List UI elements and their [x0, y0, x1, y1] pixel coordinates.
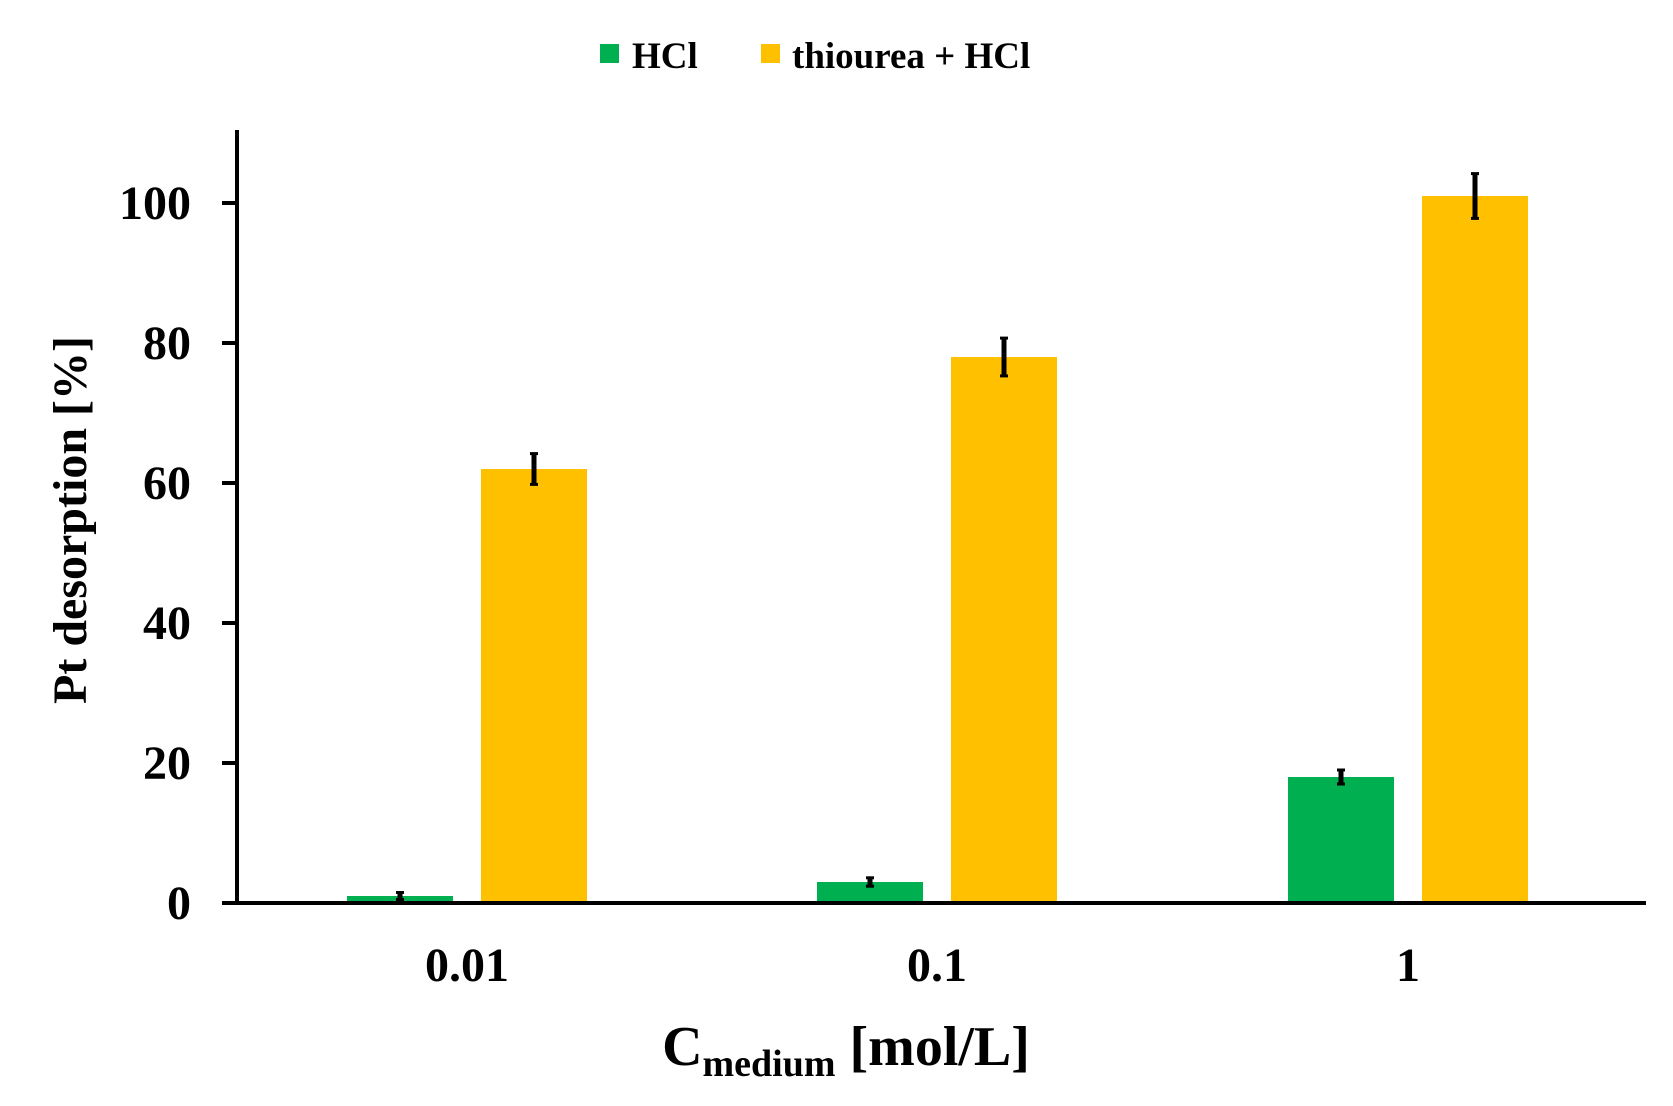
y-tick-label-80: 80 [143, 317, 191, 370]
y-axis-label: Pt desorption [%] [44, 336, 97, 704]
plot-area: 0 20 40 60 80 100 0.01 0.1 1 [119, 130, 1646, 992]
legend-label-hcl: HCl [632, 36, 698, 77]
x-axis-label-main: C [662, 1016, 702, 1078]
bar-hcl-0.1 [817, 882, 923, 903]
y-tick-label-40: 40 [143, 597, 191, 650]
x-tick-label-1: 1 [1396, 939, 1420, 992]
x-axis-label-sub: medium [703, 1043, 836, 1085]
x-axis-label-unit: [mol/L] [836, 1016, 1030, 1078]
y-tick-label-0: 0 [167, 877, 191, 930]
x-tick-label-0.01: 0.01 [425, 939, 509, 992]
bar-thiourea-hcl-1 [1422, 196, 1528, 903]
legend: HCl thiourea + HCl [600, 36, 1030, 77]
y-tick-label-60: 60 [143, 457, 191, 510]
x-axis-label: Cmedium [mol/L] [662, 1016, 1030, 1085]
bar-thiourea-hcl-0.01 [481, 469, 587, 903]
y-tick-label-100: 100 [119, 177, 191, 230]
x-tick-label-0.1: 0.1 [907, 939, 967, 992]
legend-label-thiourea-hcl: thiourea + HCl [792, 36, 1030, 77]
y-tick-label-20: 20 [143, 737, 191, 790]
bar-hcl-1 [1288, 777, 1394, 903]
legend-swatch-thiourea-hcl [761, 44, 780, 63]
bar-thiourea-hcl-0.1 [951, 357, 1057, 903]
legend-swatch-hcl [600, 44, 619, 63]
